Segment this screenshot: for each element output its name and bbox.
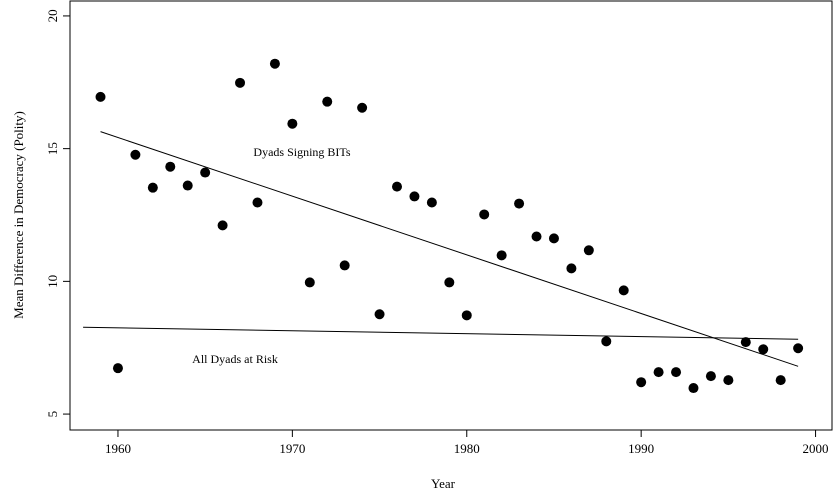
- line-label: Dyads Signing BITs: [253, 145, 350, 159]
- point: [252, 197, 263, 208]
- point: [618, 285, 629, 296]
- x-tick-label: 1990: [628, 441, 654, 456]
- point: [374, 309, 385, 320]
- point: [653, 367, 664, 378]
- point: [217, 220, 228, 231]
- y-tick-label: 15: [45, 142, 60, 155]
- x-tick-label: 2000: [803, 441, 829, 456]
- point: [461, 310, 472, 321]
- point: [409, 191, 420, 202]
- point: [636, 377, 647, 388]
- point: [147, 182, 158, 193]
- point: [740, 337, 751, 348]
- point: [112, 363, 123, 374]
- point: [165, 161, 176, 172]
- point: [200, 167, 211, 178]
- point: [688, 383, 699, 394]
- point: [235, 77, 246, 88]
- point: [357, 102, 368, 113]
- point: [496, 250, 507, 261]
- point: [723, 375, 734, 386]
- x-tick-label: 1970: [279, 441, 305, 456]
- point: [130, 149, 141, 160]
- point: [479, 209, 490, 220]
- point: [269, 58, 280, 69]
- point: [531, 231, 542, 242]
- point: [444, 277, 455, 288]
- y-tick-label: 5: [45, 411, 60, 418]
- point: [583, 245, 594, 256]
- point: [514, 198, 525, 209]
- point: [287, 118, 298, 129]
- point: [182, 180, 193, 191]
- point: [548, 233, 559, 244]
- y-tick-label: 10: [45, 275, 60, 288]
- point: [775, 375, 786, 386]
- plot-frame: [69, 0, 833, 431]
- point: [601, 336, 612, 347]
- x-tick-label: 1960: [105, 441, 131, 456]
- point: [705, 371, 716, 382]
- trend-line: [83, 326, 799, 340]
- y-tick-label: 20: [45, 9, 60, 22]
- point: [95, 91, 106, 102]
- point: [426, 197, 437, 208]
- point: [339, 260, 350, 271]
- point: [566, 263, 577, 274]
- point: [793, 343, 804, 354]
- point: [304, 277, 315, 288]
- point: [392, 181, 402, 192]
- point: [322, 96, 333, 107]
- trend-line: [100, 131, 799, 367]
- x-axis-title: Year: [431, 476, 456, 491]
- x-tick-label: 1980: [454, 441, 480, 456]
- point: [671, 367, 682, 378]
- point: [758, 344, 769, 355]
- line-label: All Dyads at Risk: [192, 352, 278, 366]
- y-axis-title: Mean Difference in Democracy (Polity): [11, 111, 26, 319]
